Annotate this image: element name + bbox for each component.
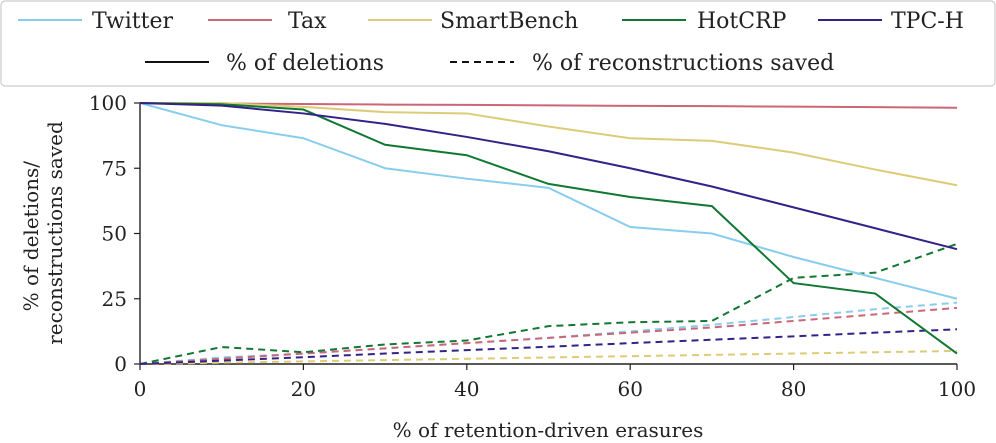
y-tick-label: 50 — [102, 222, 127, 246]
y-axis-label-line1: % of deletions/ — [19, 161, 43, 312]
series-tpc-h-reconstructions-line — [139, 328, 958, 365]
x-tick-label: 80 — [781, 377, 806, 401]
legend-label-tax: Tax — [288, 9, 327, 34]
x-tick-label: 20 — [291, 377, 316, 401]
legend: Twitter Tax SmartBench HotCRP TPC-H % of dele… — [18, 9, 964, 76]
y-tick-label: 100 — [89, 91, 127, 115]
legend-box — [0, 0, 996, 87]
series-tax-deletions-line — [139, 102, 958, 109]
legend-label-tpc-h: TPC-H — [891, 9, 964, 34]
legend-label-reconstructions-saved: % of reconstructions saved — [532, 51, 834, 76]
axis-ticks: 0 20 40 60 80 100 0 25 50 75 100 — [89, 91, 976, 401]
x-tick-label: 100 — [938, 377, 976, 401]
x-axis-label: % of retention-driven erasures — [393, 418, 704, 442]
y-tick-label: 25 — [102, 287, 127, 311]
series-twitter-deletions-line — [139, 102, 958, 300]
y-axis-label: % of deletions/ reconstructions saved — [19, 121, 67, 345]
legend-label-twitter: Twitter — [92, 9, 173, 34]
legend-label-smartbench: SmartBench — [440, 9, 578, 34]
plot-lines — [139, 102, 958, 365]
series-hotcrp-deletions-line — [139, 102, 958, 355]
y-tick-label: 75 — [102, 156, 127, 180]
x-tick-label: 60 — [617, 377, 642, 401]
series-twitter-reconstructions-line — [139, 301, 958, 365]
series-smartbench-deletions-line — [140, 102, 958, 187]
y-axis-label-line2: reconstructions saved — [43, 121, 67, 345]
series-hotcrp-reconstructions-line — [139, 242, 958, 365]
series-smartbench-reconstructions-line — [139, 349, 958, 365]
x-tick-label: 40 — [454, 377, 479, 401]
legend-label-hotcrp: HotCRP — [697, 9, 787, 34]
series-tax-reconstructions-line — [139, 306, 958, 365]
legend-label-deletions: % of deletions — [226, 51, 384, 76]
series-tpc-h-deletions-line — [139, 102, 958, 251]
y-tick-label: 0 — [114, 352, 127, 376]
x-tick-label: 0 — [134, 377, 147, 401]
